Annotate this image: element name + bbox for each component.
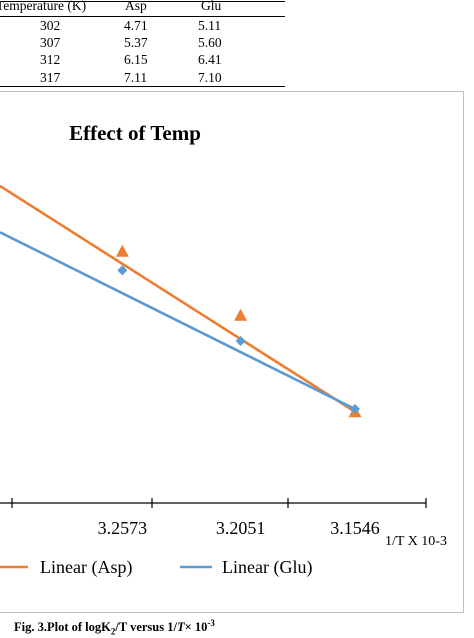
x-tick-label: 3.1546 <box>330 518 380 538</box>
table-cell: 5.60 <box>198 35 222 50</box>
data-point-glu <box>117 265 128 276</box>
table-cell: 6.15 <box>124 52 148 67</box>
table-cell: 7.11 <box>124 70 148 85</box>
table-header-rule <box>0 16 285 17</box>
table-cell: 4.71 <box>124 18 148 33</box>
table-bottom-rule <box>0 86 285 87</box>
caption-italic: T <box>176 620 185 635</box>
caption-times: × 10 <box>184 620 208 635</box>
plot-layer: 3.2573 3.2051 3.1546 <box>0 184 427 538</box>
trendline-glu <box>0 231 356 411</box>
table-top-rule <box>0 1 285 2</box>
chart-frame <box>0 91 464 613</box>
figure-caption: Fig. 3.Plot of logK2/T versus 1/T× 10-3 <box>14 618 215 637</box>
table-cell: 317 <box>40 70 61 85</box>
data-point-asp <box>234 308 248 321</box>
table-header-glu: Glu <box>201 0 222 13</box>
table-cell: 302 <box>40 18 61 33</box>
table-cell: 307 <box>40 35 61 50</box>
table-cell: 312 <box>40 52 61 67</box>
x-axis-label: 1/T X 10-3 <box>385 534 447 549</box>
legend-label-glu: Linear (Glu) <box>222 557 312 578</box>
table-cell: 7.10 <box>198 70 222 85</box>
data-point-asp <box>115 244 129 257</box>
chart-title: Effect of Temp <box>69 121 201 145</box>
legend-label-asp: Linear (Asp) <box>40 557 132 578</box>
data-table: Temperature (K) Asp Glu 302 4.71 5.11 30… <box>0 0 290 92</box>
caption-prefix: Fig. 3.Plot of logK <box>14 620 111 635</box>
caption-middle: /T versus 1/ <box>115 620 177 635</box>
table-header-asp: Asp <box>125 0 147 13</box>
x-tick-label: 3.2573 <box>98 518 148 538</box>
caption-superscript: -3 <box>207 618 215 628</box>
data-point-glu <box>350 404 360 415</box>
table-header-temperature: Temperature (K) <box>0 0 87 13</box>
data-point-glu <box>235 336 246 347</box>
table-cell: 5.11 <box>198 18 222 33</box>
trendline-asp <box>0 184 356 413</box>
legend: Linear (Asp) Linear (Glu) <box>0 557 312 578</box>
x-tick-label: 3.2051 <box>216 518 266 538</box>
caption-subscript: 2 <box>110 626 116 637</box>
table-cell: 5.37 <box>124 35 148 50</box>
table-cell: 6.41 <box>198 52 222 67</box>
